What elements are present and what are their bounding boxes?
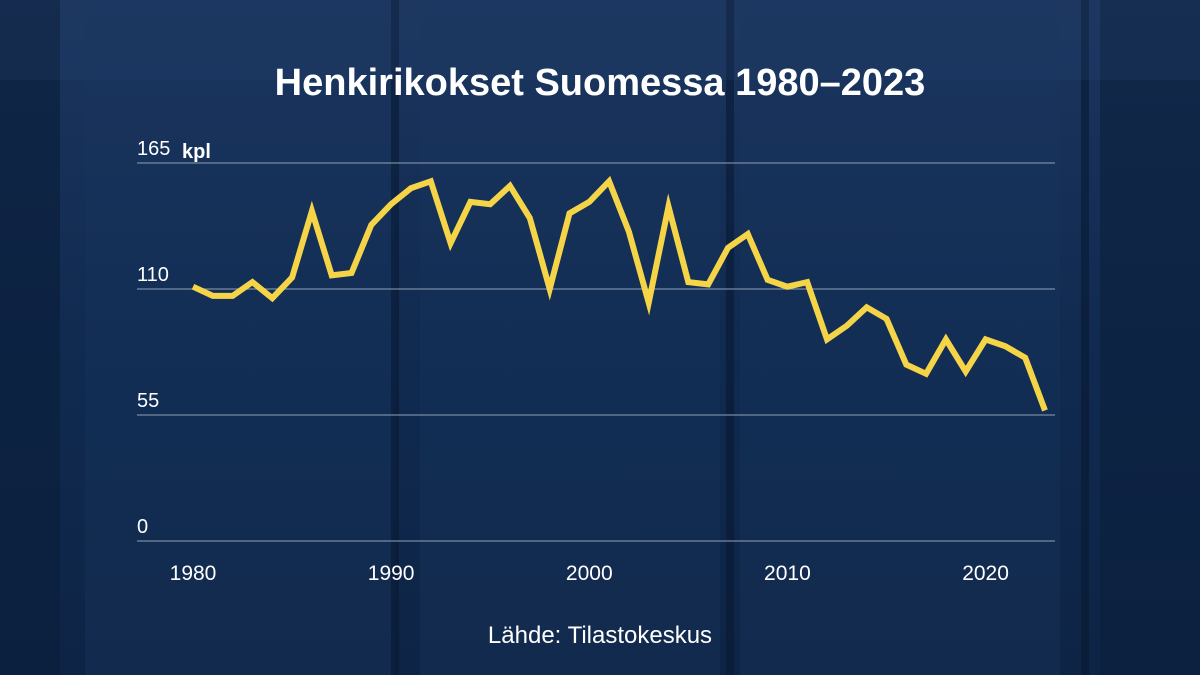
x-tick-label: 2000 bbox=[566, 562, 613, 585]
x-tick-label: 1980 bbox=[170, 562, 217, 585]
gridlines bbox=[137, 162, 1055, 542]
source-note: Lähde: Tilastokeskus bbox=[487, 622, 713, 649]
x-tick-label: 2020 bbox=[962, 562, 1009, 585]
y-tick-label: 165 bbox=[137, 138, 170, 160]
x-tick-label: 1990 bbox=[368, 562, 415, 585]
y-unit-label: kpl bbox=[182, 141, 211, 163]
chart-title: Henkirikokset Suomessa 1980–2023 bbox=[274, 62, 926, 104]
x-tick-label: 2010 bbox=[764, 562, 811, 585]
series-layer bbox=[191, 175, 1048, 412]
y-tick-label: 110 bbox=[137, 264, 169, 286]
y-tick-label: 55 bbox=[137, 390, 159, 412]
y-tick-label: 0 bbox=[137, 516, 148, 538]
series-line bbox=[191, 175, 1048, 412]
y-axis-ticks: 0 55 110 165 bbox=[137, 138, 170, 538]
x-axis-ticks: 1980 1990 2000 2010 2020 bbox=[170, 562, 1009, 585]
